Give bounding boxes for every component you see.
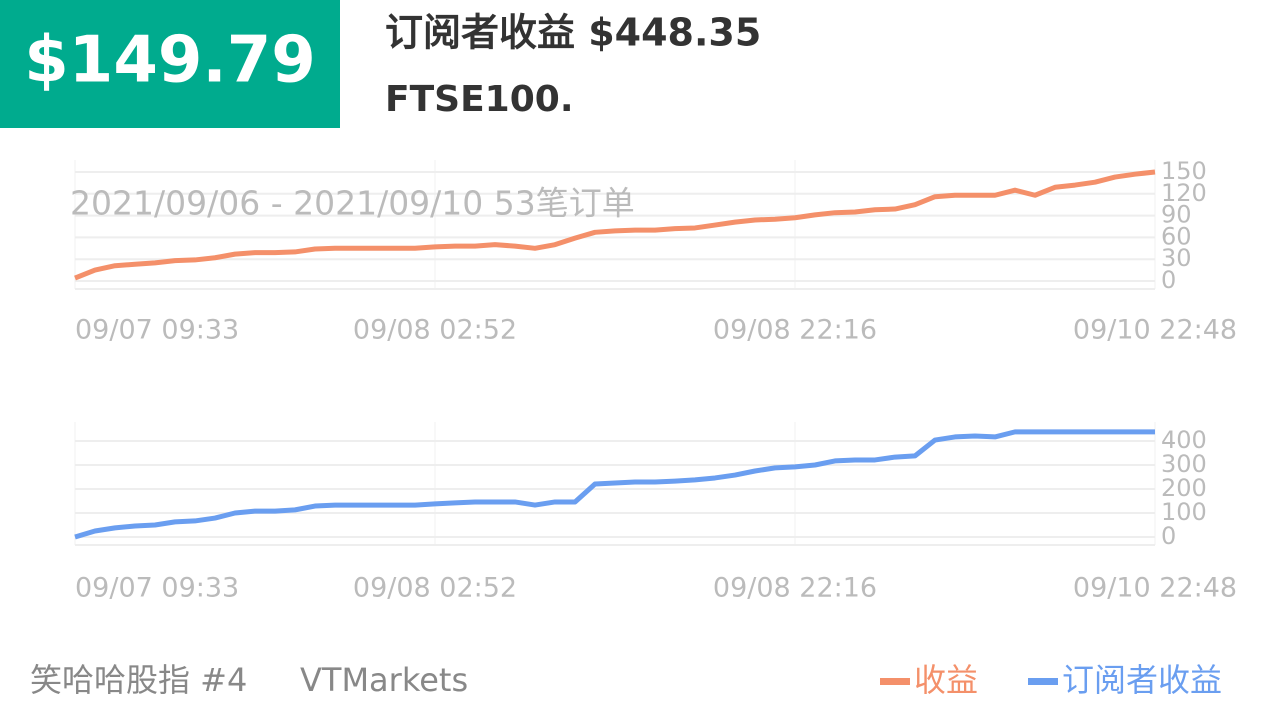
- legend-label: 订阅者收益: [1062, 661, 1222, 699]
- x-tick-label: 09/07 09:33: [75, 315, 239, 346]
- y-tick-label: 400: [1161, 426, 1207, 454]
- y-tick-label: 300: [1161, 450, 1207, 478]
- x-tick-label: 09/10 22:48: [1073, 573, 1237, 604]
- y-tick-label: 0: [1161, 266, 1176, 294]
- y-tick-label: 60: [1161, 222, 1192, 250]
- y-tick-label: 200: [1161, 474, 1207, 502]
- chart-subtitle: 2021/09/06 - 2021/09/10 53笔订单: [70, 184, 635, 223]
- data-line: [74, 169, 1156, 281]
- legend-swatch: [1028, 678, 1058, 685]
- price-box: [0, 0, 340, 128]
- broker-name: VTMarkets: [300, 661, 468, 699]
- price: $149.79: [24, 24, 316, 98]
- header-title: 订阅者收益 $448.35: [385, 11, 761, 55]
- y-tick-label: 90: [1161, 201, 1192, 229]
- data-line: [74, 429, 1155, 540]
- y-tick-label: 150: [1161, 157, 1207, 185]
- x-tick-label: 09/08 22:16: [713, 573, 877, 604]
- x-tick-label: 09/08 02:52: [353, 573, 517, 604]
- x-tick-label: 09/08 02:52: [353, 315, 517, 346]
- y-tick-label: 30: [1161, 244, 1192, 272]
- legend-swatch: [880, 678, 910, 685]
- y-tick-label: 120: [1161, 179, 1207, 207]
- legend-label: 收益: [914, 661, 978, 699]
- header-subtitle: FTSE100.: [385, 79, 574, 120]
- y-tick-label: 100: [1161, 498, 1207, 526]
- x-tick-label: 09/08 22:16: [713, 315, 877, 346]
- x-tick-label: 09/10 22:48: [1073, 315, 1237, 346]
- y-tick-label: 0: [1161, 522, 1176, 550]
- account-name: 笑哈哈股指 #4: [30, 661, 247, 699]
- x-tick-label: 09/07 09:33: [75, 573, 239, 604]
